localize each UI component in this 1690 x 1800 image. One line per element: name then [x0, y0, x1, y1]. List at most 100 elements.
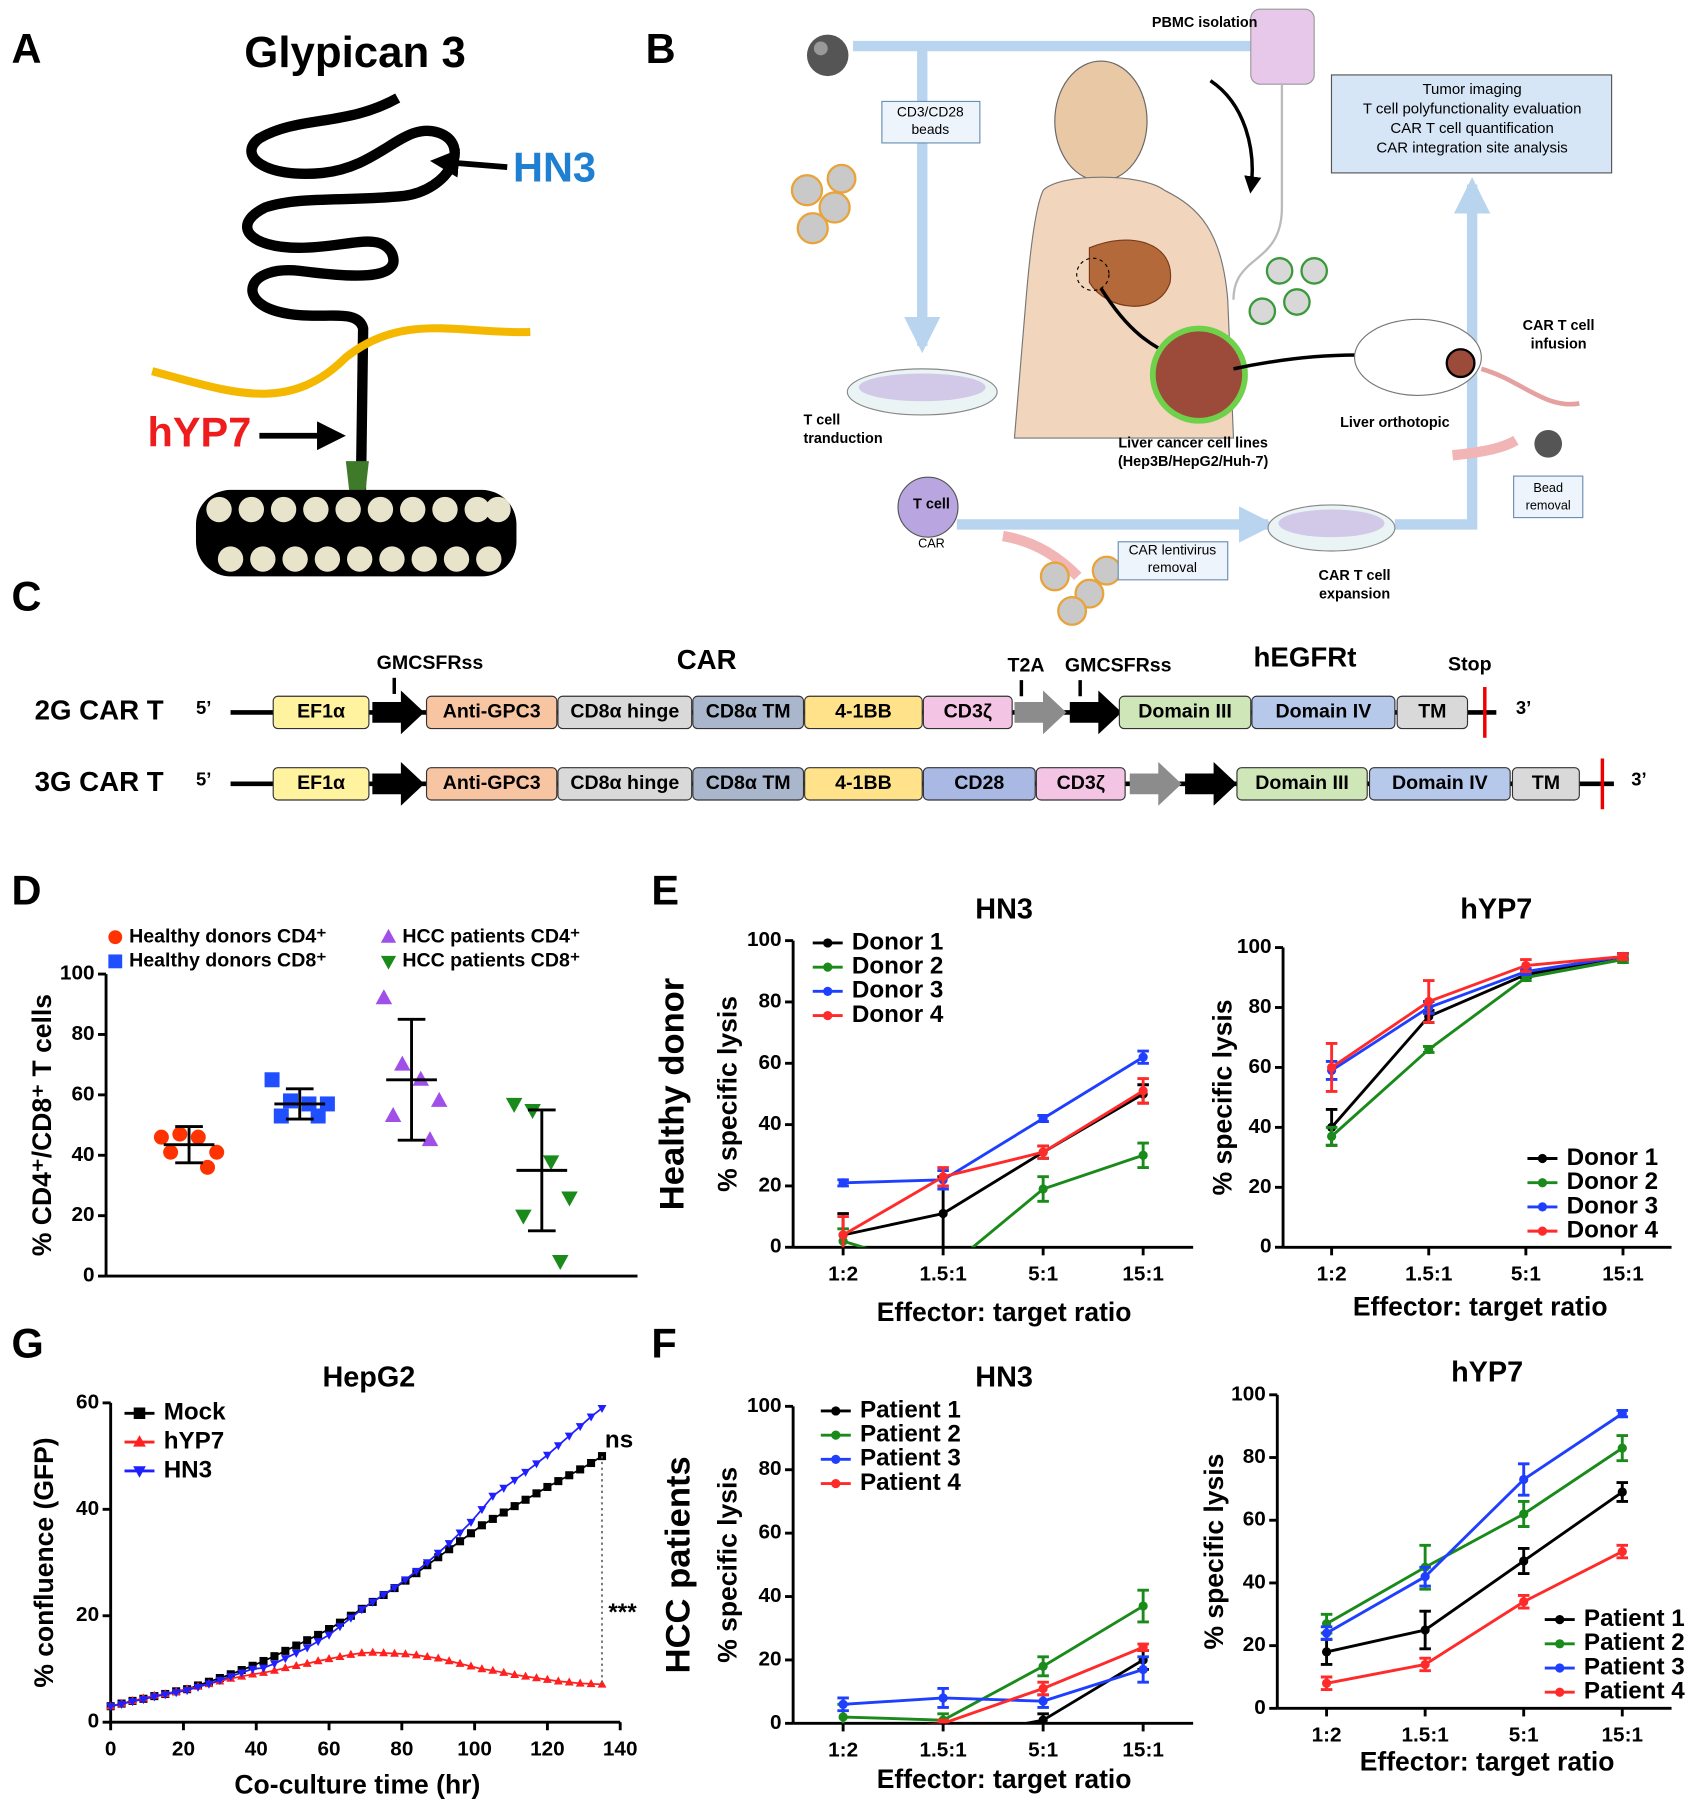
domain-label: 4-1BB	[835, 772, 892, 794]
marker	[384, 1107, 402, 1123]
y-tick-label: 40	[71, 1143, 94, 1166]
series-line	[843, 1055, 1144, 1185]
marker	[106, 1702, 116, 1712]
marker	[291, 1660, 301, 1670]
marker	[368, 1598, 378, 1607]
domain-label: Domain III	[1138, 701, 1232, 723]
panel-label: A	[12, 25, 42, 72]
domain-box	[1368, 767, 1511, 801]
marker	[1519, 1474, 1529, 1485]
series-line	[1330, 958, 1624, 1138]
marker	[281, 1646, 290, 1655]
y-axis-title: % CD4⁺/CD8⁺ T cells	[27, 994, 57, 1256]
legend-marker	[1537, 1202, 1548, 1212]
legend-label: HCC patients CD8⁺	[402, 950, 580, 972]
marker	[422, 1559, 432, 1568]
marker	[542, 1674, 552, 1683]
marker	[553, 1676, 563, 1685]
marker	[838, 1178, 848, 1188]
annotation: ns	[605, 1426, 633, 1453]
legend-marker	[1537, 1153, 1548, 1164]
marker	[346, 1649, 356, 1658]
y-axis-title: % specific lysis	[713, 996, 743, 1192]
marker	[576, 1465, 585, 1474]
legend-label: Donor 1	[852, 928, 943, 955]
legend-label: Donor 3	[852, 977, 943, 1004]
legend-label: Donor 2	[852, 953, 943, 980]
marker	[938, 1693, 948, 1703]
marker	[543, 1482, 552, 1492]
legend-marker	[823, 986, 833, 996]
marker	[456, 1537, 465, 1546]
marker	[455, 1529, 465, 1538]
y-tick-label: 100	[747, 1394, 782, 1417]
legend-marker	[133, 1407, 146, 1420]
y-tick-label: 60	[1243, 1508, 1266, 1531]
marker	[1138, 1052, 1148, 1062]
marker	[488, 1492, 498, 1501]
y-tick-label: 40	[1248, 1115, 1271, 1138]
legend-marker	[133, 1435, 146, 1447]
marker	[586, 1679, 596, 1688]
legend-label: Patient 2	[860, 1421, 961, 1448]
marker	[160, 1691, 170, 1700]
marker	[324, 1654, 334, 1663]
marker	[368, 1647, 378, 1656]
gmcsfrss-label: GMCSFRss	[377, 652, 484, 674]
legend-marker	[380, 955, 397, 970]
marker	[433, 1549, 443, 1558]
legend-label: Donor 4	[852, 1001, 944, 1028]
tcell-label: T cell	[913, 497, 950, 513]
marker	[477, 1521, 486, 1530]
marker	[1420, 1659, 1430, 1670]
y-tick-label: 80	[1243, 1445, 1266, 1468]
x-tick-label: 5:1	[1509, 1724, 1539, 1747]
marker	[1327, 1131, 1337, 1141]
x-tick-label: 1.5:1	[1402, 1724, 1449, 1747]
y-axis-title: % specific lysis	[1199, 1454, 1229, 1650]
y-tick-label: 60	[71, 1082, 94, 1105]
marker	[172, 1126, 188, 1142]
x-tick-label: 20	[172, 1737, 195, 1760]
x-tick-label: 140	[603, 1737, 638, 1760]
x-tick-label: 120	[530, 1737, 565, 1760]
marker	[422, 1651, 432, 1660]
domain-box	[692, 695, 805, 730]
x-tick-label: 15:1	[1122, 1738, 1164, 1761]
arrow-shape	[372, 761, 425, 806]
marker	[1521, 960, 1531, 971]
pbmc-label: PBMC isolation	[1152, 15, 1258, 31]
marker	[521, 1671, 531, 1680]
marker	[1519, 1556, 1529, 1566]
series-line	[1326, 1490, 1624, 1654]
marker	[510, 1502, 519, 1511]
marker	[291, 1649, 301, 1658]
marker	[542, 1451, 552, 1460]
marker	[532, 1489, 541, 1498]
cell-lines-label: Liver cancer cell lines	[1118, 436, 1268, 452]
domain-label: Domain IV	[1392, 772, 1488, 794]
marker	[204, 1680, 214, 1689]
series-line	[110, 1455, 603, 1708]
marker	[586, 1413, 596, 1422]
gmcsfrss-label: GMCSFRss	[1065, 654, 1172, 676]
x-tick-label: 1:2	[1312, 1724, 1342, 1747]
x-tick-label: 60	[318, 1737, 341, 1760]
domain-box	[1511, 767, 1580, 801]
marker	[325, 1625, 334, 1634]
legend-label: Patient 1	[860, 1396, 961, 1423]
x-tick-label: 15:1	[1122, 1262, 1164, 1285]
marker	[149, 1693, 159, 1702]
marker	[1424, 996, 1434, 1007]
marker	[117, 1700, 127, 1709]
marker	[1617, 1487, 1627, 1497]
marker	[193, 1683, 203, 1692]
expansion-label: expansion	[1319, 587, 1390, 603]
chart-title: hYP7	[1460, 893, 1532, 925]
site-ticks	[392, 677, 1082, 697]
domain-label: CD8α TM	[706, 701, 791, 723]
marker	[597, 1679, 607, 1688]
arrow-shape	[1069, 690, 1122, 735]
